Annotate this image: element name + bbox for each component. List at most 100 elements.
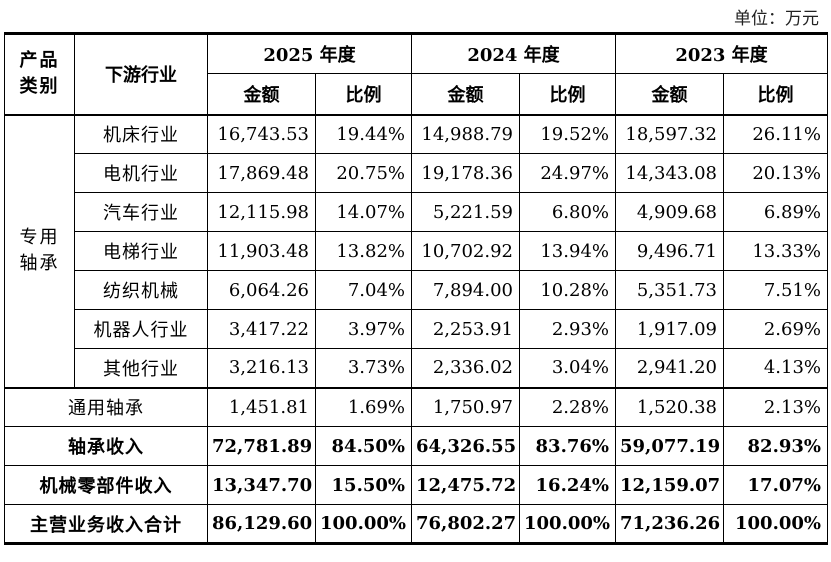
total-label-cell: 主营业务收入合计 [4, 504, 208, 544]
amount-cell: 5,221.59 [411, 192, 520, 232]
general-bearing-cell: 通用轴承 [4, 386, 208, 427]
total-row: 主营业务收入合计 86,129.60 100.00% 76,802.27 100.00%… [4, 504, 828, 544]
table-row: 汽车行业 12,115.98 14.07% 5,221.59 6.80% 4,909.68… [5, 192, 828, 232]
amount-cell: 2,253.91 [411, 309, 520, 349]
ratio-cell: 14.07% [315, 192, 412, 232]
amount-cell: 76,802.27 [411, 504, 520, 544]
ratio-cell: 19.52% [519, 113, 616, 154]
ratio-cell: 26.11% [723, 113, 828, 154]
total-label-cell: 轴承收入 [4, 426, 208, 466]
ratio-cell: 6.80% [519, 192, 616, 232]
ratio-cell: 17.07% [723, 465, 828, 505]
amount-cell: 4,909.68 [615, 192, 724, 232]
amount-cell: 3,417.22 [207, 309, 316, 349]
ratio-cell: 19.44% [315, 113, 412, 154]
ratio-cell: 6.89% [723, 192, 828, 232]
amount-cell: 7,894.00 [411, 270, 520, 310]
industry-cell: 电梯行业 [74, 231, 208, 271]
industry-cell: 机床行业 [74, 113, 208, 154]
table-row: 通用轴承 1,451.81 1.69% 1,750.97 2.28% 1,520.38 2.… [4, 386, 828, 427]
ratio-cell: 24.97% [519, 153, 616, 193]
header-row-years: 产品 类别 下游行业 2025 年度 2024 年度 2023 年度 [4, 33, 828, 115]
table-row: 电梯行业 11,903.48 13.82% 10,702.92 13.94% 9,496.… [5, 231, 828, 271]
industry-cell: 纺织机械 [74, 270, 208, 310]
ratio-cell: 83.76% [519, 426, 616, 466]
amount-cell: 3,216.13 [207, 348, 316, 388]
amount-cell: 1,750.97 [411, 386, 520, 427]
ratio-cell: 3.97% [315, 309, 412, 349]
amount-cell: 17,869.48 [207, 153, 316, 193]
amount-header: 金额 [615, 73, 724, 115]
total-row: 轴承收入 72,781.89 84.50% 64,326.55 83.76% 59,077… [4, 426, 828, 466]
amount-cell: 10,702.92 [411, 231, 520, 271]
table-row: 专用 轴承 机床行业 16,743.53 19.44% 14,988.79 19.52% 18… [4, 113, 828, 388]
ratio-cell: 100.00% [315, 504, 412, 544]
group-cell: 专用 轴承 [4, 113, 75, 388]
ratio-cell: 16.24% [519, 465, 616, 505]
table-row: 其他行业 3,216.13 3.73% 2,336.02 3.04% 2,941.20 4.… [5, 348, 828, 388]
amount-cell: 59,077.19 [615, 426, 724, 466]
ratio-cell: 100.00% [519, 504, 616, 544]
industry-cell: 机器人行业 [74, 309, 208, 349]
header-row-columns: 金额 比例 金额 比例 金额 比例 [5, 73, 828, 115]
ratio-cell: 3.04% [519, 348, 616, 388]
amount-cell: 11,903.48 [207, 231, 316, 271]
ratio-cell: 2.93% [519, 309, 616, 349]
amount-cell: 2,336.02 [411, 348, 520, 388]
year-header: 2024 年度 [411, 33, 616, 74]
ratio-cell: 2.13% [723, 386, 828, 427]
amount-cell: 12,475.72 [411, 465, 520, 505]
ratio-cell: 2.69% [723, 309, 828, 349]
amount-header: 金额 [207, 73, 316, 115]
industry-cell: 其他行业 [74, 348, 208, 388]
amount-cell: 1,917.09 [615, 309, 724, 349]
ratio-header: 比例 [315, 73, 412, 115]
ratio-cell: 13.33% [723, 231, 828, 271]
ratio-cell: 10.28% [519, 270, 616, 310]
ratio-cell: 20.75% [315, 153, 412, 193]
amount-cell: 86,129.60 [207, 504, 316, 544]
amount-cell: 2,941.20 [615, 348, 724, 388]
ratio-cell: 7.04% [315, 270, 412, 310]
table-row: 纺织机械 6,064.26 7.04% 7,894.00 10.28% 5,351.73 7… [5, 270, 828, 310]
amount-cell: 18,597.32 [615, 113, 724, 154]
ratio-cell: 4.13% [723, 348, 828, 388]
amount-cell: 12,115.98 [207, 192, 316, 232]
amount-cell: 6,064.26 [207, 270, 316, 310]
unit-label: 单位：万元 [734, 9, 819, 29]
ratio-cell: 3.73% [315, 348, 412, 388]
amount-cell: 5,351.73 [615, 270, 724, 310]
ratio-cell: 1.69% [315, 386, 412, 427]
amount-cell: 14,988.79 [411, 113, 520, 154]
ratio-header: 比例 [723, 73, 828, 115]
amount-cell: 13,347.70 [207, 465, 316, 505]
amount-cell: 9,496.71 [615, 231, 724, 271]
ratio-cell: 13.94% [519, 231, 616, 271]
amount-cell: 1,451.81 [207, 386, 316, 427]
total-label-cell: 机械零部件收入 [4, 465, 208, 505]
ratio-cell: 13.82% [315, 231, 412, 271]
amount-cell: 71,236.26 [615, 504, 724, 544]
amount-header: 金额 [411, 73, 520, 115]
ratio-cell: 2.28% [519, 386, 616, 427]
industry-cell: 汽车行业 [74, 192, 208, 232]
industry-cell: 电机行业 [74, 153, 208, 193]
ratio-cell: 82.93% [723, 426, 828, 466]
year-header: 2023 年度 [615, 33, 828, 74]
table-row: 机器人行业 3,417.22 3.97% 2,253.91 2.93% 1,917.09 2… [5, 309, 828, 349]
amount-cell: 64,326.55 [411, 426, 520, 466]
total-row: 机械零部件收入 13,347.70 15.50% 12,475.72 16.24% 12,… [4, 465, 828, 505]
industry-header: 下游行业 [74, 33, 208, 115]
ratio-header: 比例 [519, 73, 616, 115]
amount-cell: 12,159.07 [615, 465, 724, 505]
ratio-cell: 100.00% [723, 504, 828, 544]
amount-cell: 1,520.38 [615, 386, 724, 427]
year-header: 2025 年度 [207, 33, 412, 74]
ratio-cell: 15.50% [315, 465, 412, 505]
ratio-cell: 20.13% [723, 153, 828, 193]
table-row: 电机行业 17,869.48 20.75% 19,178.36 24.97% 14,343… [5, 153, 828, 193]
ratio-cell: 84.50% [315, 426, 412, 466]
amount-cell: 14,343.08 [615, 153, 724, 193]
category-header: 产品 类别 [4, 33, 75, 115]
ratio-cell: 7.51% [723, 270, 828, 310]
